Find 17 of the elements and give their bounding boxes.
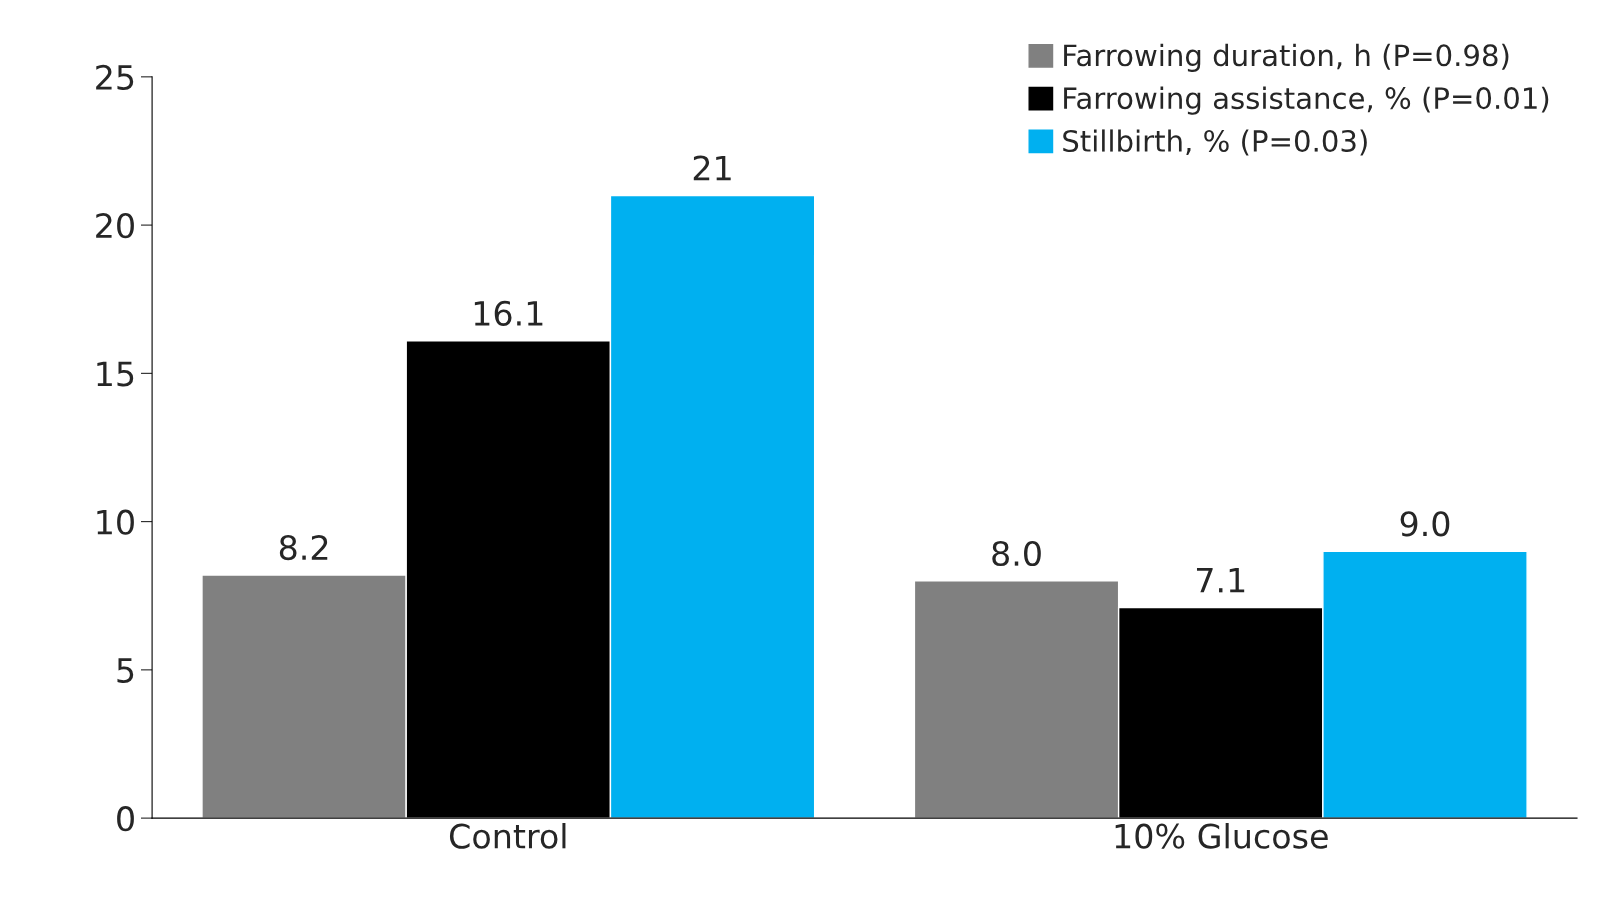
y-tick-label: 25 — [96, 64, 134, 90]
data-label: 8.2 — [279, 534, 328, 561]
data-label: 8.0 — [992, 540, 1041, 567]
x-tick-label: 10% Glucose — [1115, 822, 1328, 849]
legend-label: Farrowing assistance, % (P=0.01) — [1064, 86, 1549, 115]
y-tick-label: 15 — [97, 361, 134, 387]
y-tick-label: 0 — [117, 806, 134, 832]
legend-label: Stillbirth, % (P=0.03) — [1063, 129, 1367, 156]
legend-label: Farrowing duration, h (P=0.98) — [1064, 43, 1509, 73]
data-label: 7.1 — [1196, 568, 1245, 593]
data-label: 9.0 — [1400, 511, 1450, 537]
data-label: 16.1 — [474, 300, 543, 326]
y-tick-label: 5 — [117, 658, 134, 683]
y-tick-label: 20 — [96, 213, 134, 239]
y-tick-label: 10 — [97, 509, 134, 535]
data-label: 21 — [693, 155, 731, 181]
x-tick-label: Control — [449, 822, 566, 849]
